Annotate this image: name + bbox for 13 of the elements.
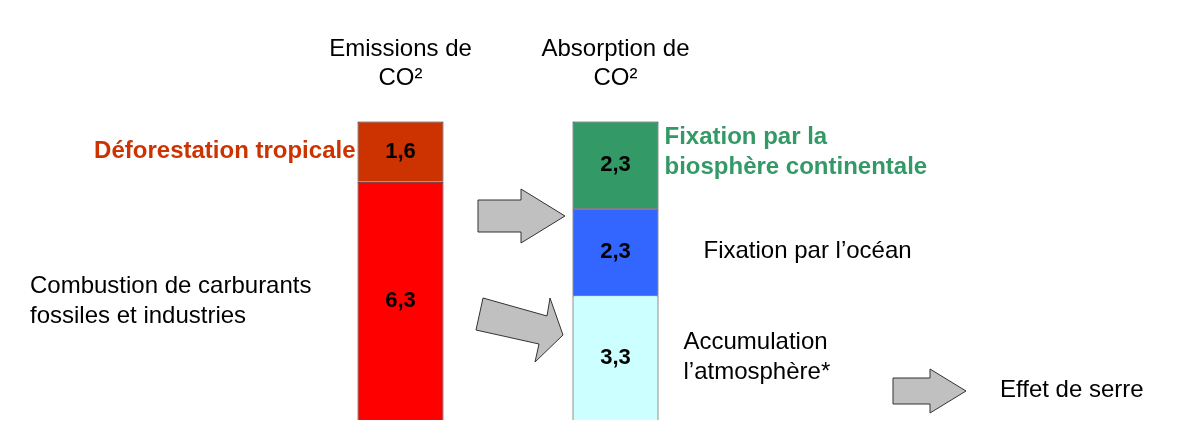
- data-label: 6,3: [385, 286, 416, 312]
- series-label: Fixation par la biosphère continentale: [664, 122, 928, 180]
- series-label: Accumulation l’atmosphère*: [683, 327, 831, 385]
- x-tick-label: Emissions de CO²: [329, 34, 472, 90]
- series-label: Fixation par l’océan: [703, 236, 912, 264]
- data-label: 2,3: [600, 150, 631, 176]
- series-label: Déforestation tropicale: [94, 136, 356, 164]
- series-label: Combustion de carburants fossiles et industries: [30, 270, 312, 328]
- x-tick-label: Absorption de CO²: [541, 34, 690, 90]
- data-label: 3,3: [600, 343, 631, 369]
- data-label: 1,6: [385, 137, 416, 163]
- text: Effet de serre: [1000, 374, 1144, 402]
- data-label: 2,3: [600, 237, 631, 263]
